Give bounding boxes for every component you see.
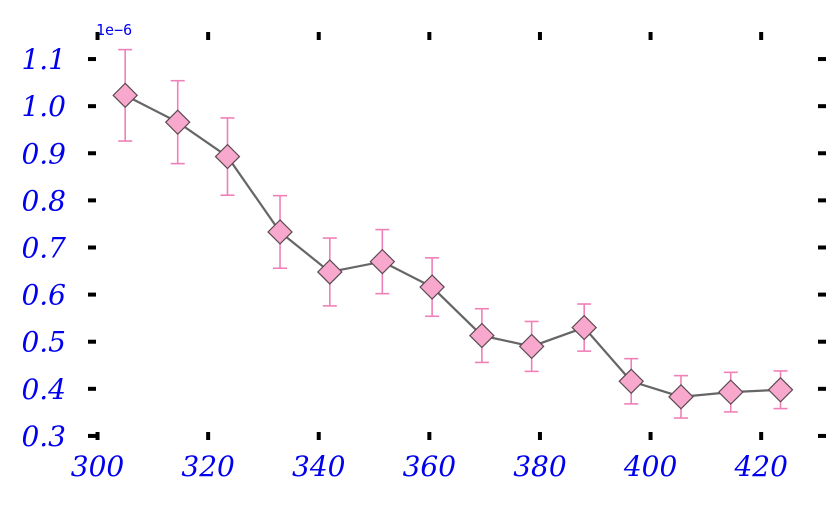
- data-point: [267, 194, 293, 270]
- x-tick-label: 300: [71, 450, 124, 483]
- diamond-marker: [767, 376, 794, 403]
- data-point: [518, 320, 545, 373]
- data-point: [571, 303, 598, 352]
- y-tick-label: 0.3: [21, 420, 66, 453]
- diamond-marker: [571, 314, 598, 341]
- y-tick-label: 0.6: [21, 279, 66, 312]
- data-point: [316, 237, 343, 307]
- diamond-marker: [469, 322, 495, 349]
- x-tick-label: 360: [403, 450, 456, 483]
- y-tick-label: 0.9: [21, 137, 66, 170]
- data-point: [369, 228, 396, 295]
- x-tick-label: 400: [623, 450, 677, 483]
- diamond-marker: [717, 379, 744, 405]
- axis-ticks: [88, 32, 826, 440]
- diamond-marker: [267, 219, 293, 245]
- y-tick-label: 1.0: [21, 90, 66, 123]
- diamond-marker: [164, 109, 191, 136]
- diamond-marker: [369, 248, 396, 275]
- y-tick-label: 0.8: [21, 184, 66, 217]
- data-point: [164, 79, 191, 165]
- y-tick-label: 0.4: [21, 373, 66, 406]
- data-point: [717, 371, 744, 413]
- data-point: [618, 357, 645, 405]
- y-tick-label: 1.1: [21, 43, 66, 76]
- x-tick-label: 420: [733, 450, 787, 483]
- series-line: [124, 94, 781, 398]
- x-tick-label: 320: [181, 450, 234, 483]
- diamond-marker: [518, 333, 545, 360]
- y-tick-label: 0.7: [21, 231, 66, 264]
- data-point: [469, 307, 495, 364]
- diamond-marker: [618, 368, 645, 395]
- data-point: [112, 48, 139, 142]
- y-offset-label: 1e−6: [96, 21, 132, 39]
- diamond-marker: [316, 259, 343, 285]
- diamond-marker: [112, 82, 139, 109]
- data-point: [767, 370, 794, 410]
- y-tick-label: 0.5: [21, 326, 66, 359]
- y-tick-labels: 0.3 0.4 0.5 0.6 0.7 0.8 0.9 1.0 1.1: [21, 43, 66, 453]
- diamond-marker: [668, 383, 694, 410]
- data-point: [419, 257, 445, 318]
- diamond-marker: [214, 143, 241, 170]
- data-series: [112, 48, 794, 419]
- x-tick-label: 340: [292, 450, 345, 483]
- data-point: [214, 117, 241, 196]
- x-tick-labels: 300 320 340 360 380 400 420: [71, 450, 788, 483]
- diamond-marker: [419, 274, 445, 300]
- x-tick-label: 380: [513, 450, 566, 483]
- data-point: [668, 374, 694, 419]
